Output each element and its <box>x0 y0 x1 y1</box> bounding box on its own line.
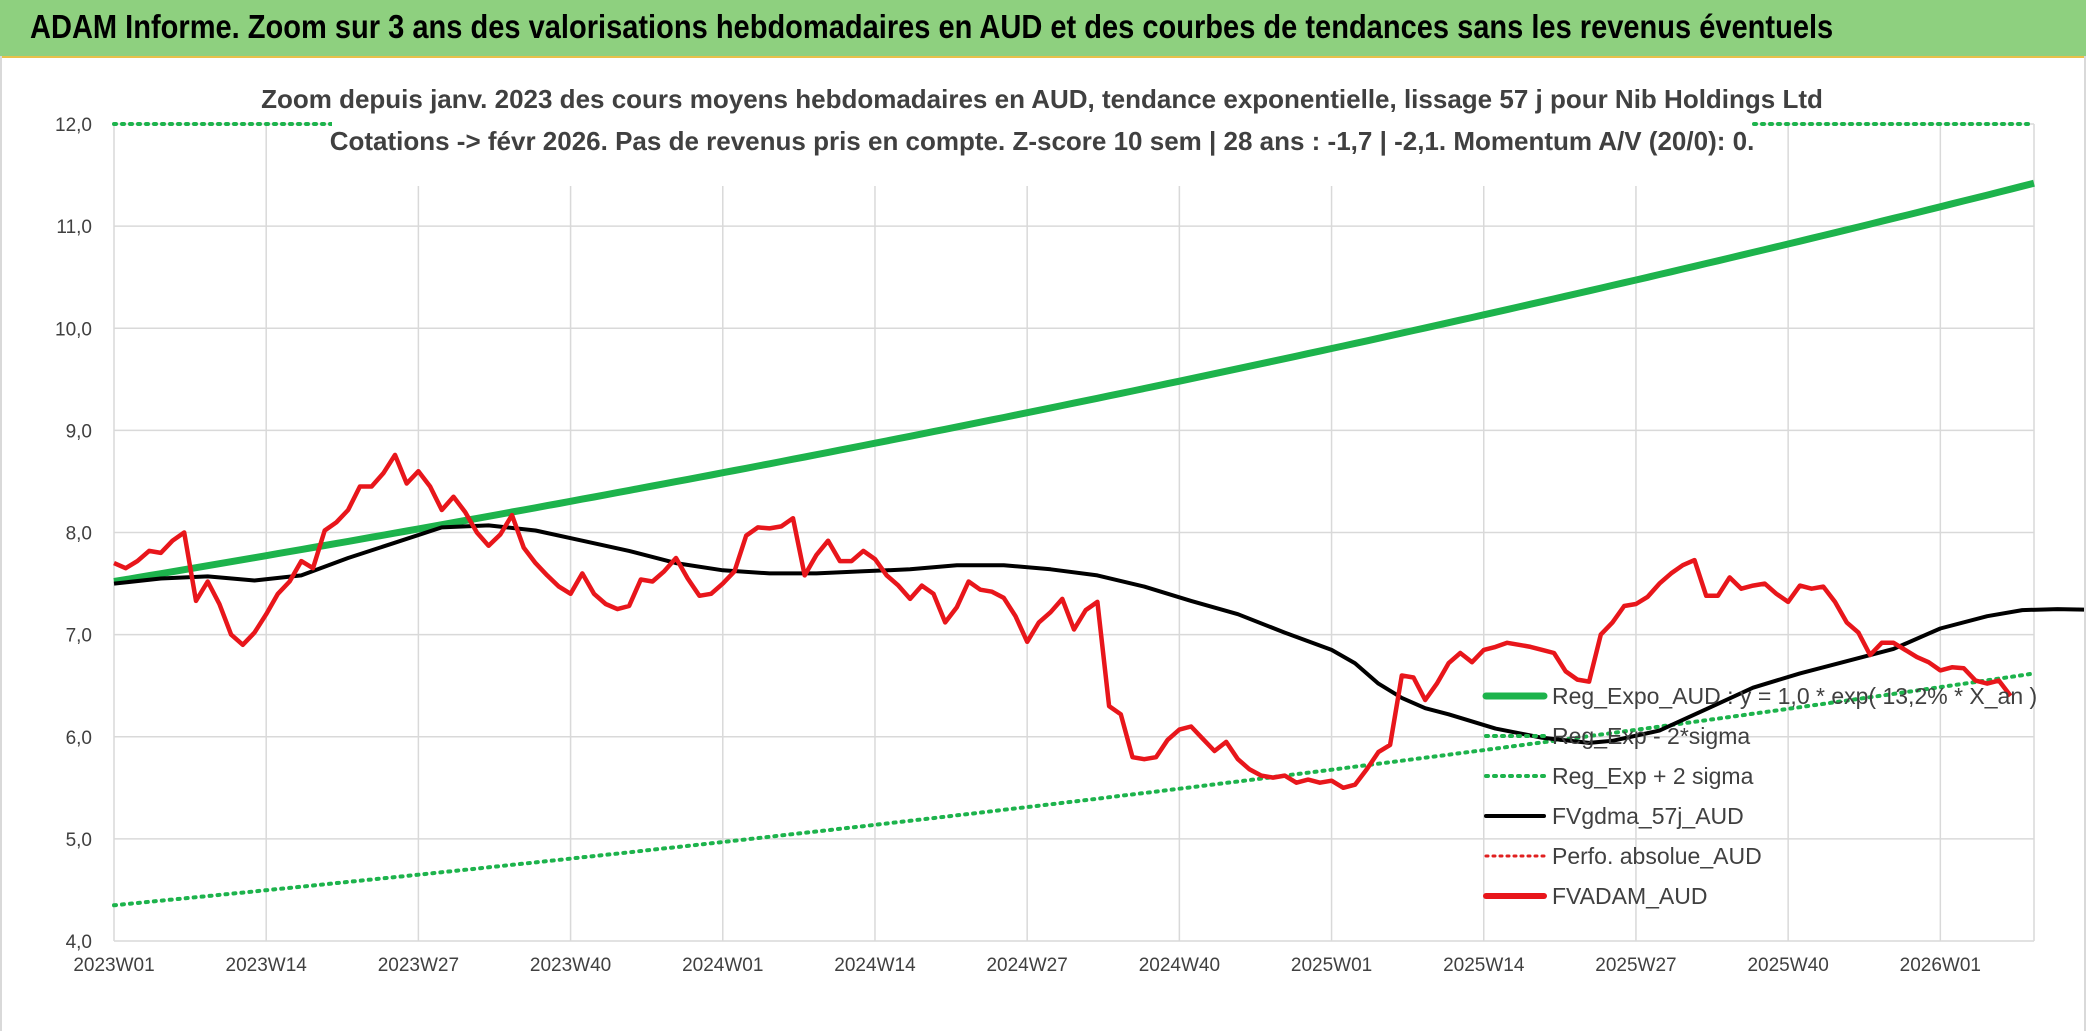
y-tick-label: 4,0 <box>66 932 92 953</box>
series-fvgdma <box>113 523 2084 745</box>
x-tick-label: 2024W14 <box>834 955 916 976</box>
y-tick-label: 5,0 <box>66 830 92 851</box>
series-reg-expo <box>113 179 2035 585</box>
legend-label: Perfo. absolue_AUD <box>1552 843 1762 869</box>
legend-label: FVgdma_57j_AUD <box>1552 803 1744 829</box>
line-chart: 4,05,06,07,08,09,010,011,012,0 2023W01 20… <box>55 76 2084 976</box>
y-tick-label: 7,0 <box>66 626 92 647</box>
subtitle-background <box>332 76 1752 186</box>
y-axis-ticks: 4,0 5,0 6,0 7,0 8,0 9,0 10,0 11,0 12,0 <box>55 115 92 953</box>
legend-label: Reg_Expo_AUD : y = 1,0 * exp( 13,2% * X_… <box>1552 683 2037 709</box>
legend-label: Reg_Exp + 2 sigma <box>1552 763 1754 789</box>
x-tick-label: 2024W27 <box>986 955 1067 976</box>
legend: Reg_Expo_AUD : y = 1,0 * exp( 13,2% * X_… <box>1482 683 2037 909</box>
x-tick-label: 2024W01 <box>682 955 763 976</box>
y-tick-label: 8,0 <box>66 524 92 545</box>
chart-subtitle-line1: Zoom depuis janv. 2023 des cours moyens … <box>261 84 1823 114</box>
x-tick-label: 2024W40 <box>1139 955 1220 976</box>
legend-label: Reg_Exp - 2*sigma <box>1552 723 1750 749</box>
report-title: ADAM Informe. Zoom sur 3 ans des valoris… <box>30 8 1834 45</box>
legend-label: FVADAM_AUD <box>1552 883 1708 909</box>
series-fvadam <box>113 452 2013 791</box>
x-tick-label: 2026W01 <box>1900 955 1981 976</box>
x-tick-label: 2023W01 <box>73 955 154 976</box>
chart-area: 4,0 5,0 6,0 7,0 8,0 9,0 10,0 11,0 12,0 2023W01 20… <box>0 56 2086 1031</box>
grid-lines <box>113 123 2035 942</box>
y-tick-label: 12,0 <box>55 115 92 136</box>
chart-subtitle-line2: Cotations -> févr 2026. Pas de revenus p… <box>330 126 1755 156</box>
series-reg-exp-minus-2sigma <box>112 671 2036 908</box>
x-tick-label: 2025W27 <box>1595 955 1676 976</box>
x-axis-ticks: 2023W01 2023W14 2023W27 2023W40 2024W01 2024W… <box>73 955 1981 976</box>
x-tick-label: 2025W40 <box>1747 955 1828 976</box>
y-tick-label: 6,0 <box>66 728 92 749</box>
y-tick-label: 9,0 <box>66 421 92 442</box>
x-tick-label: 2023W40 <box>530 955 611 976</box>
x-tick-label: 2023W27 <box>378 955 459 976</box>
x-tick-label: 2025W01 <box>1291 955 1372 976</box>
y-tick-label: 10,0 <box>55 319 92 340</box>
y-tick-label: 11,0 <box>56 217 92 238</box>
report-banner: ADAM Informe. Zoom sur 3 ans des valoris… <box>0 0 2086 58</box>
x-tick-label: 2025W14 <box>1443 955 1525 976</box>
x-tick-label: 2023W14 <box>226 955 308 976</box>
